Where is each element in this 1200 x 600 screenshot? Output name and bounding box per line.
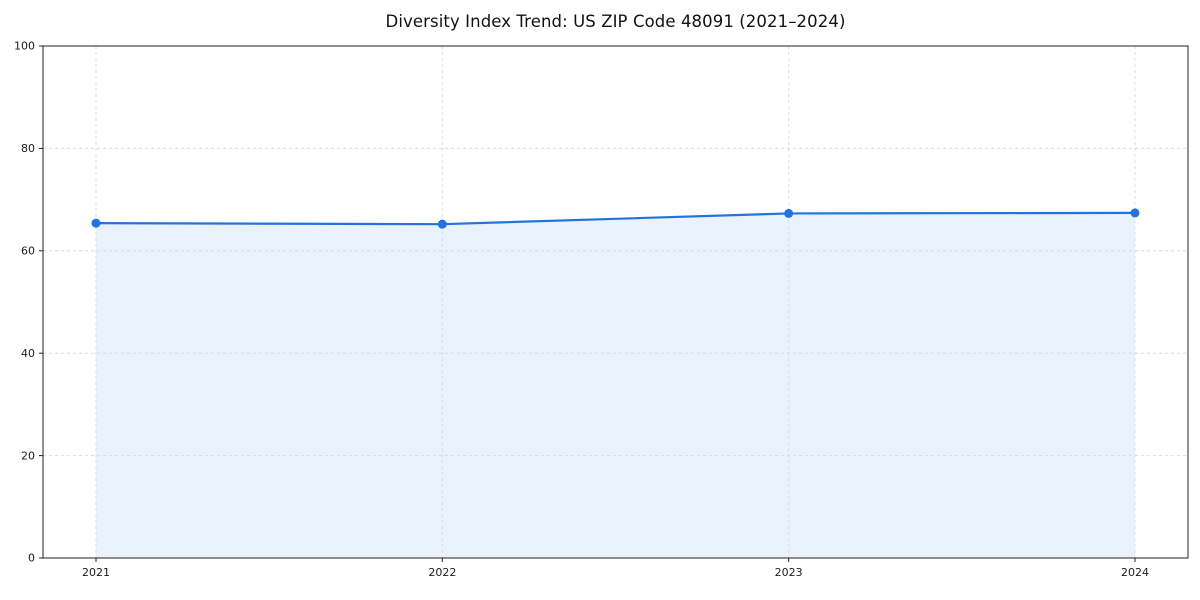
data-point-marker [91,218,101,228]
x-axis-tick-label: 2024 [1121,566,1149,579]
data-point-marker [784,208,794,218]
series-line [94,211,1137,226]
y-axis-tick-label: 40 [21,347,35,360]
y-axis-tick-label: 60 [21,245,35,258]
x-axis-tick-label: 2022 [428,566,456,579]
y-axis-tick-label: 100 [14,40,35,53]
x-axis-tick-label: 2023 [775,566,803,579]
area-fill [96,212,1135,559]
axes-frame [42,45,1189,559]
y-axis-tick-label: 80 [21,142,35,155]
data-point-marker [437,219,447,229]
y-axis-tick-label: 0 [28,552,35,565]
x-axis-tick-label: 2021 [82,566,110,579]
y-axis-tick-label: 20 [21,449,35,462]
chart-title: Diversity Index Trend: US ZIP Code 48091… [385,12,846,31]
data-point-marker [1130,208,1140,218]
